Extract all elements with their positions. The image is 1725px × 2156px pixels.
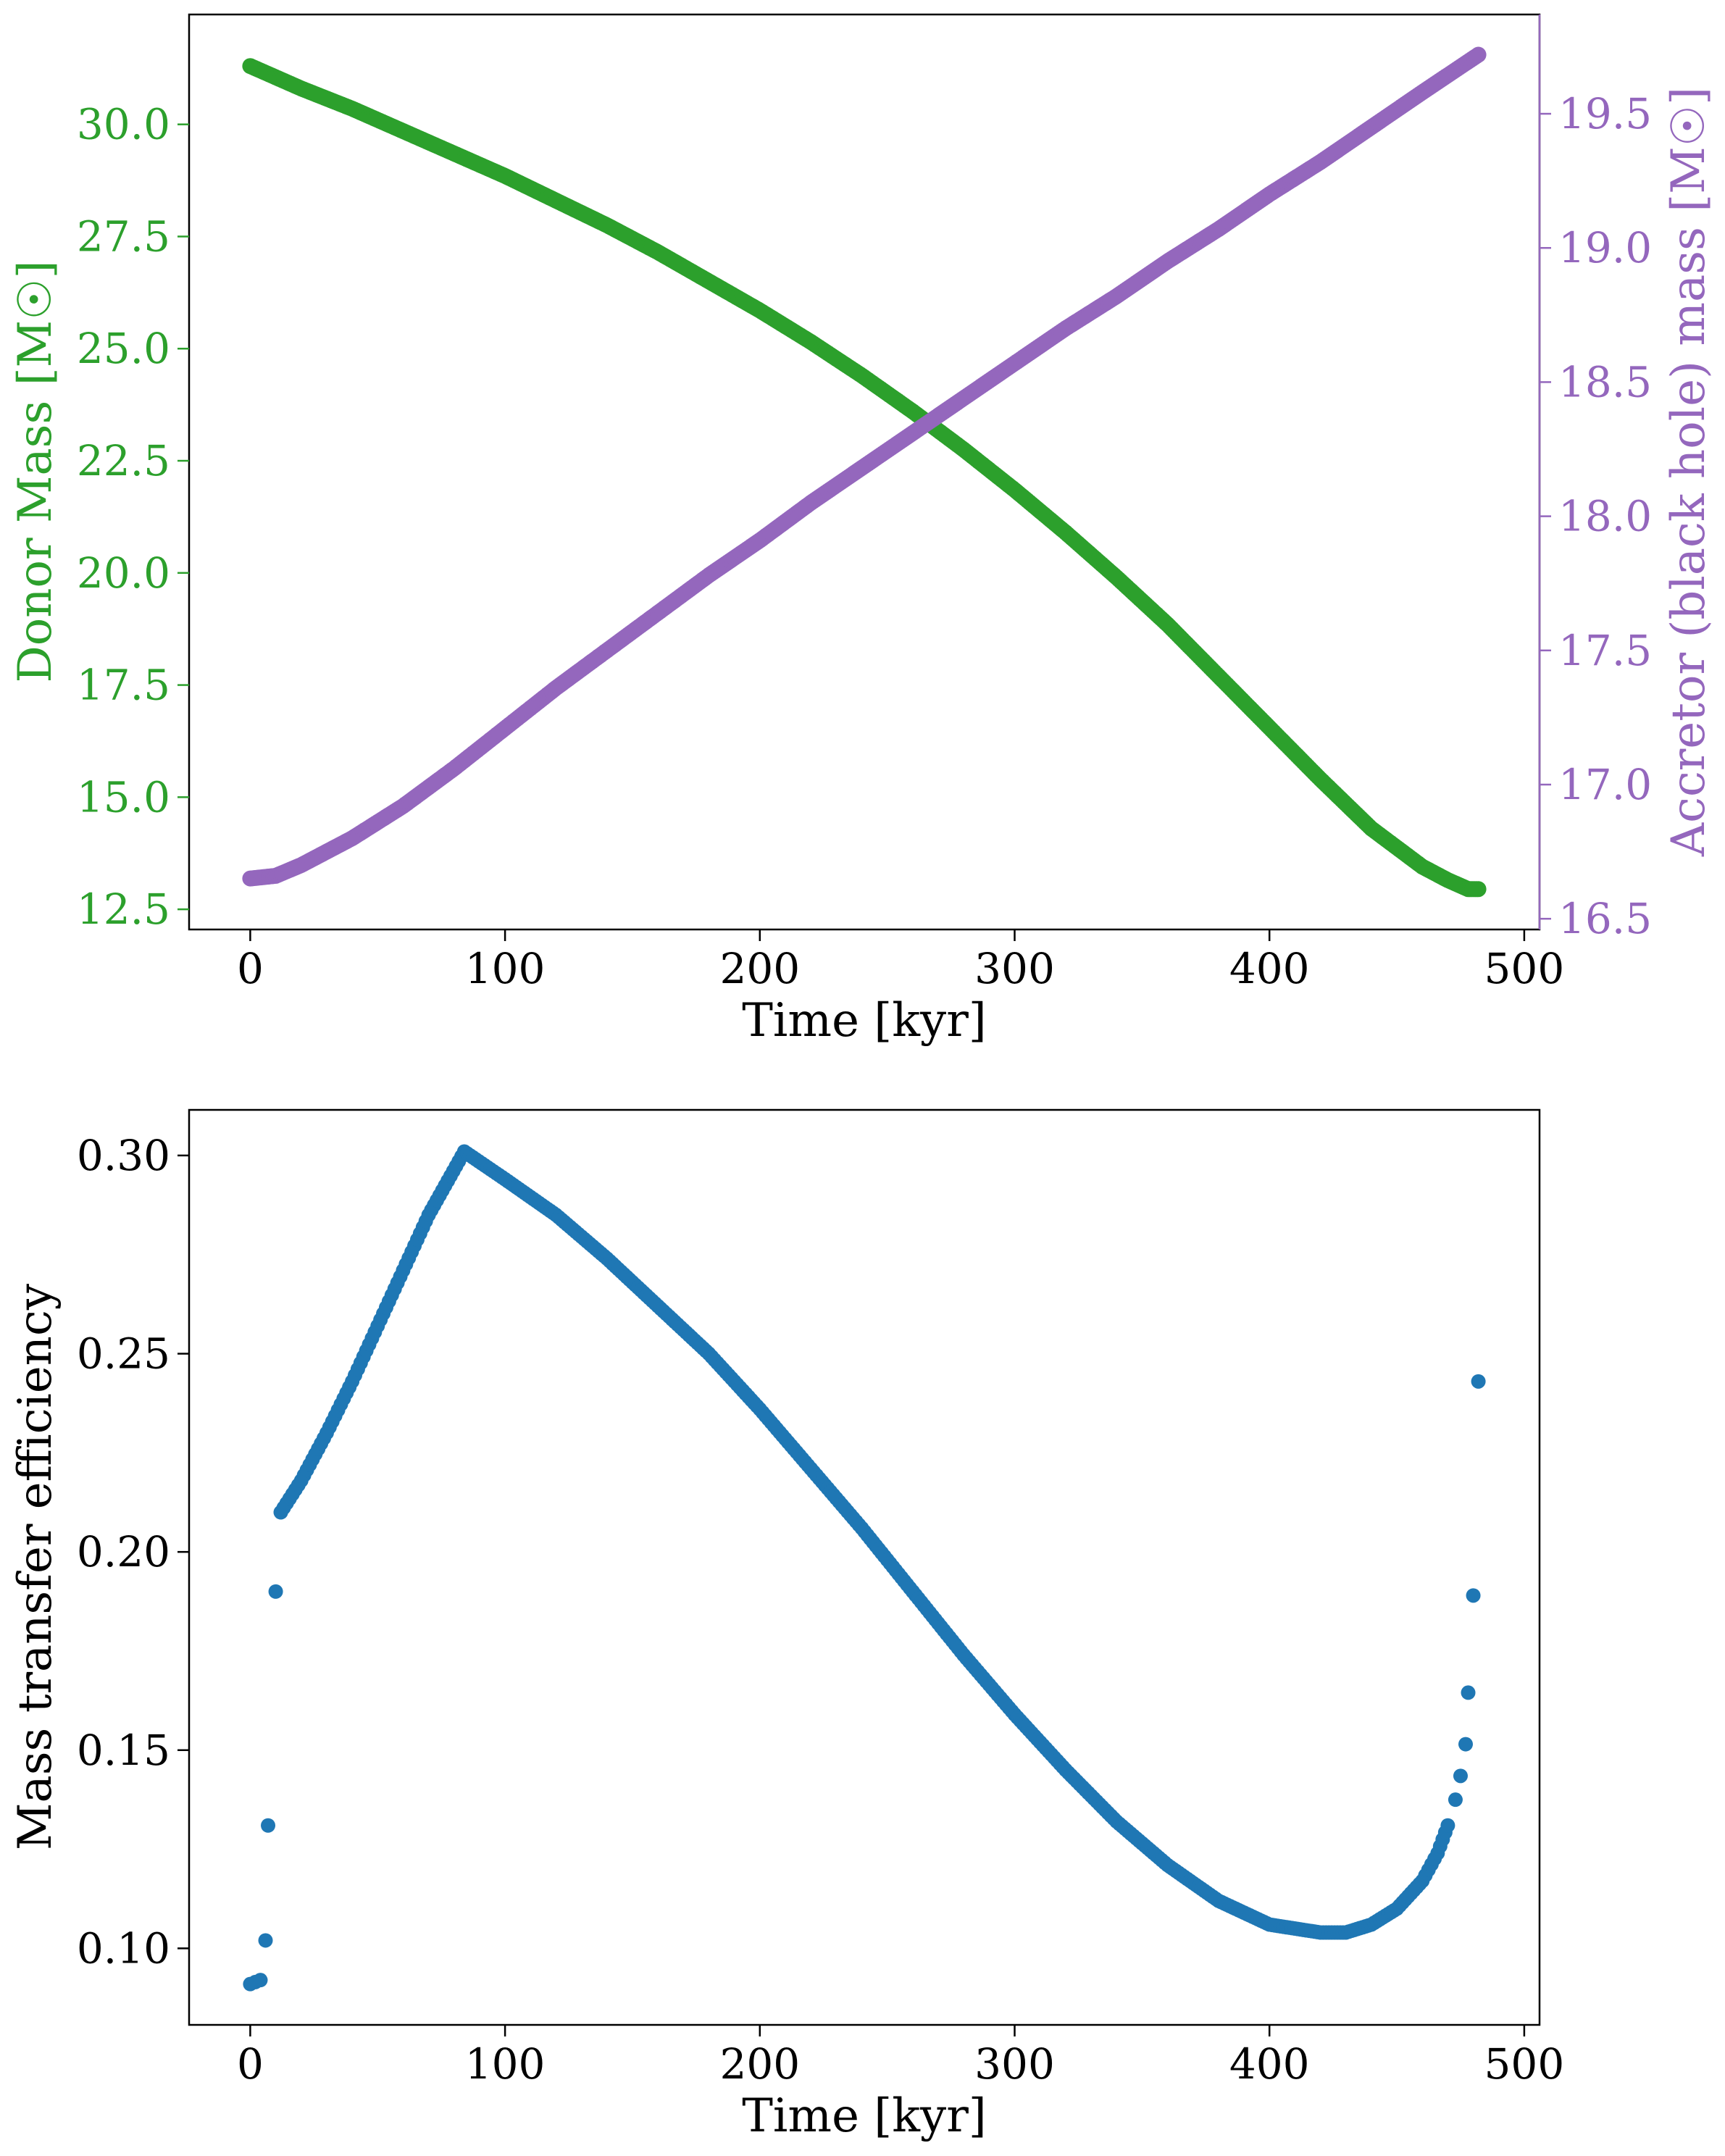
x-tick-label: 200 (719, 2039, 800, 2089)
right-y-tick-label: 17.0 (1558, 760, 1652, 809)
top-x-ticks: 0 100 200 300 400 500 (237, 929, 1564, 993)
mass-transfer-efficiency-series (243, 1144, 1486, 1992)
data-point (1470, 881, 1487, 898)
top-plot-marks (242, 46, 1487, 898)
bottom-y-axis-label: Mass transfer efficiency (9, 1284, 62, 1850)
left-y-tick-label: 15.0 (77, 772, 170, 822)
data-point (258, 1933, 273, 1948)
data-point (1466, 1588, 1481, 1603)
left-y-tick-label: 22.5 (77, 436, 170, 485)
bottom-x-ticks: 0 100 200 300 400 500 (237, 2025, 1564, 2089)
left-y-tick-label: 12.5 (77, 885, 170, 934)
x-tick-label: 400 (1229, 2039, 1310, 2089)
top-left-y-axis-label: Donor Mass [M☉] (9, 260, 62, 682)
right-y-tick-label: 17.5 (1558, 626, 1652, 675)
y-tick-label: 0.20 (77, 1527, 170, 1576)
left-y-tick-label: 27.5 (77, 212, 170, 261)
right-y-tick-label: 18.0 (1558, 492, 1652, 541)
bottom-axes-frame (188, 1108, 1541, 2026)
left-y-tick-label: 25.0 (77, 324, 170, 373)
y-tick-label: 0.15 (77, 1726, 170, 1775)
data-point (1458, 1737, 1474, 1752)
data-point (1448, 1792, 1463, 1808)
bottom-panel: 0 100 200 300 400 500 0.10 0.15 0.20 0.25 0.30 Ti… (9, 1108, 1564, 2143)
right-y-tick-label: 16.5 (1558, 894, 1652, 943)
top-right-y-ticks: 16.5 17.0 17.5 18.0 18.5 19.0 19.5 (1538, 14, 1652, 943)
top-left-y-ticks: 12.5 15.0 17.5 20.0 22.5 25.0 27.5 30.0 (77, 100, 189, 934)
top-x-axis-label: Time [kyr] (742, 994, 987, 1048)
y-tick-label: 0.25 (77, 1329, 170, 1379)
x-tick-label: 500 (1484, 2039, 1565, 2089)
bottom-y-ticks: 0.10 0.15 0.20 0.25 0.30 (77, 1131, 189, 1973)
y-tick-label: 0.30 (77, 1131, 170, 1180)
left-y-tick-label: 20.0 (77, 548, 170, 598)
data-point (1453, 1768, 1468, 1784)
right-y-tick-label: 19.0 (1558, 223, 1652, 272)
data-point (1470, 46, 1487, 63)
top-right-y-axis-label: Accretor (black hole) mass [M☉] (1662, 87, 1716, 857)
top-panel: 0 100 200 300 400 500 12.5 15.0 17.5 20.0 22.5 25.… (9, 13, 1716, 1048)
left-y-tick-label: 17.5 (77, 661, 170, 710)
data-point (1461, 1685, 1476, 1700)
donor-mass-series (242, 58, 1487, 898)
left-y-tick-label: 30.0 (77, 100, 170, 149)
data-point (268, 1584, 283, 1599)
data-point (253, 1973, 268, 1988)
bottom-x-axis-label: Time [kyr] (742, 2089, 987, 2143)
x-tick-label: 200 (719, 944, 800, 993)
data-point (261, 1818, 276, 1833)
x-tick-label: 0 (237, 2039, 264, 2089)
right-y-tick-label: 18.5 (1558, 357, 1652, 406)
x-tick-label: 0 (237, 944, 264, 993)
x-tick-label: 300 (974, 2039, 1055, 2089)
data-point (1471, 1374, 1486, 1389)
x-tick-label: 100 (465, 2039, 546, 2089)
right-y-tick-label: 19.5 (1558, 89, 1652, 138)
x-tick-label: 400 (1229, 944, 1310, 993)
x-tick-label: 100 (465, 944, 546, 993)
x-tick-label: 500 (1484, 944, 1565, 993)
y-tick-label: 0.10 (77, 1923, 170, 1973)
accretor-mass-series (242, 46, 1487, 887)
x-tick-label: 300 (974, 944, 1055, 993)
data-point (1440, 1818, 1455, 1833)
bottom-plot-marks (243, 1144, 1486, 1992)
